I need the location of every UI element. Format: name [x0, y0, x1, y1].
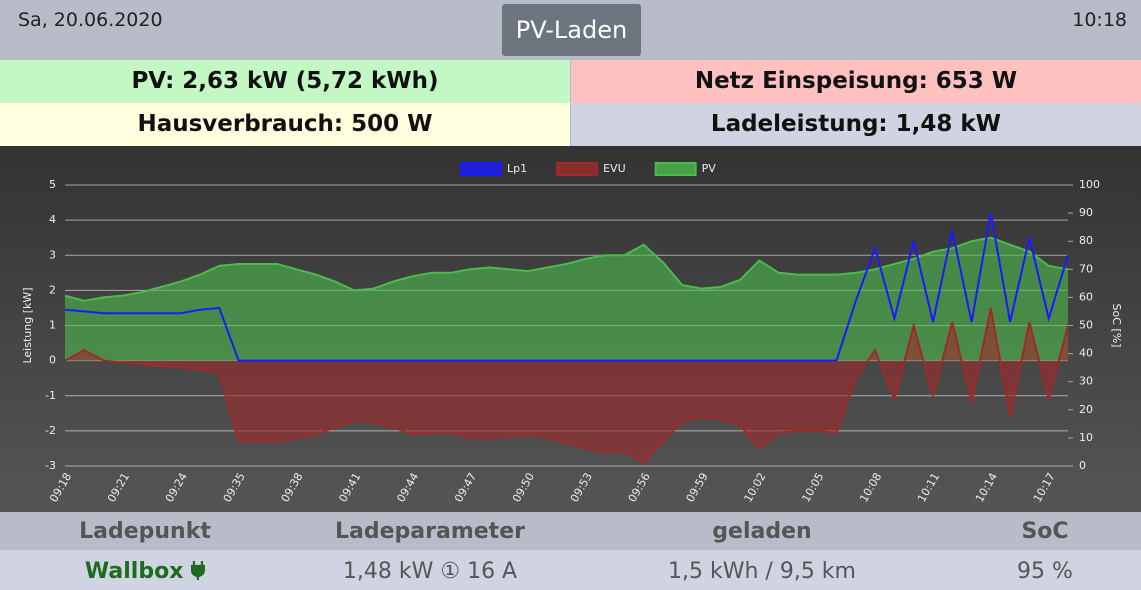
tile: Ladeleistung: 1,48 kW — [571, 103, 1141, 146]
legend-swatch — [654, 162, 697, 176]
x-tick-label: 09:44 — [394, 471, 421, 505]
y2-tick-label: 50 — [1079, 319, 1093, 332]
x-tick-label: 09:38 — [279, 471, 306, 505]
y2-tick-label: 10 — [1079, 431, 1093, 444]
x-tick-label: 10:17 — [1031, 471, 1058, 505]
x-tick-label: 10:08 — [857, 471, 884, 505]
tile: Hausverbrauch: 500 W — [0, 103, 570, 146]
x-tick-label: 10:11 — [915, 471, 942, 505]
tile: Netz Einspeisung: 653 W — [571, 60, 1141, 103]
y2-tick-label: 80 — [1079, 234, 1093, 247]
chargepoint-name: Wallbox — [84, 559, 184, 584]
table-header: Ladepunkt Ladeparameter geladen SoC — [0, 512, 1141, 550]
line — [64, 307, 1069, 464]
table-row: Wallbox 1,48 kW ① 16 A 1,5 kWh / 9,5 km … — [0, 550, 1141, 590]
y-tick-label: -1 — [45, 389, 56, 402]
y2-tick-label: 20 — [1079, 403, 1093, 416]
x-tick-label: 09:41 — [336, 471, 363, 505]
clock: 10:18 — [1072, 9, 1127, 31]
y2-tick-label: 30 — [1079, 375, 1093, 388]
soc: 95 % — [1017, 559, 1073, 584]
line — [64, 236, 1069, 302]
charge-params: 1,48 kW ① 16 A — [342, 559, 518, 584]
x-tick-label: 09:21 — [105, 471, 132, 505]
y-tick-label: -3 — [45, 459, 56, 472]
area — [65, 307, 1068, 463]
x-tick-label: 09:35 — [221, 471, 248, 505]
header-bar: Sa, 20.06.2020 PV-Laden 10:18 — [0, 0, 1141, 60]
y-tick-label: 3 — [49, 248, 56, 261]
y-tick-label: 0 — [49, 354, 56, 367]
y2-tick-label: 0 — [1079, 459, 1086, 472]
x-tick-label: 09:53 — [568, 471, 595, 505]
date: Sa, 20.06.2020 — [18, 9, 163, 31]
column-header: geladen — [712, 519, 812, 544]
legend-swatch — [556, 162, 599, 176]
y2-tick-label: 70 — [1079, 262, 1093, 275]
x-tick-label: 09:24 — [163, 471, 190, 505]
charged-amount: 1,5 kWh / 9,5 km — [668, 559, 856, 584]
tile: PV: 2,63 kW (5,72 kWh) — [0, 60, 570, 103]
line — [64, 212, 1069, 362]
y2-tick-label: 90 — [1079, 206, 1093, 219]
chargepoint-cell[interactable]: Wallbox — [84, 559, 206, 584]
legend-label: EVU — [603, 162, 626, 175]
x-tick-label: 09:47 — [452, 471, 479, 505]
y-tick-label: 4 — [49, 213, 56, 226]
legend-swatch — [460, 162, 502, 176]
column-header: Ladepunkt — [79, 519, 211, 544]
x-tick-label: 10:05 — [799, 471, 826, 505]
y2-axis-label: SoC [%] — [1110, 304, 1123, 348]
y-tick-label: 5 — [49, 178, 56, 191]
y-axis-label: Leistung [kW] — [21, 287, 34, 363]
y2-tick-label: 100 — [1079, 178, 1100, 191]
column-header: SoC — [1021, 519, 1069, 544]
x-tick-label: 09:18 — [47, 471, 74, 505]
legend-label: Lp1 — [507, 162, 527, 175]
column-header: Ladeparameter — [335, 519, 525, 544]
x-tick-label: 09:59 — [684, 471, 711, 505]
legend-label: PV — [702, 162, 717, 175]
y2-tick-label: 60 — [1079, 290, 1093, 303]
plug-icon — [190, 561, 206, 580]
mode-button[interactable]: PV-Laden — [502, 4, 641, 56]
y-tick-label: 1 — [49, 319, 56, 332]
y2-tick-label: 40 — [1079, 347, 1093, 360]
x-tick-label: 10:02 — [741, 471, 768, 505]
chart-panel: -3 -2 -1 0 1 2 3 4 5 0 10 20 30 40 50 60 70 80 90 100 Leistu… — [0, 146, 1141, 512]
x-tick-label: 09:50 — [510, 471, 537, 505]
y-tick-label: -2 — [45, 424, 56, 437]
area — [65, 237, 1068, 361]
x-tick-label: 09:56 — [626, 471, 653, 505]
chart: -3-2-10123450102030405060708090100Leistu… — [21, 162, 1123, 505]
x-tick-label: 10:14 — [973, 471, 1000, 505]
y-tick-label: 2 — [49, 283, 56, 296]
